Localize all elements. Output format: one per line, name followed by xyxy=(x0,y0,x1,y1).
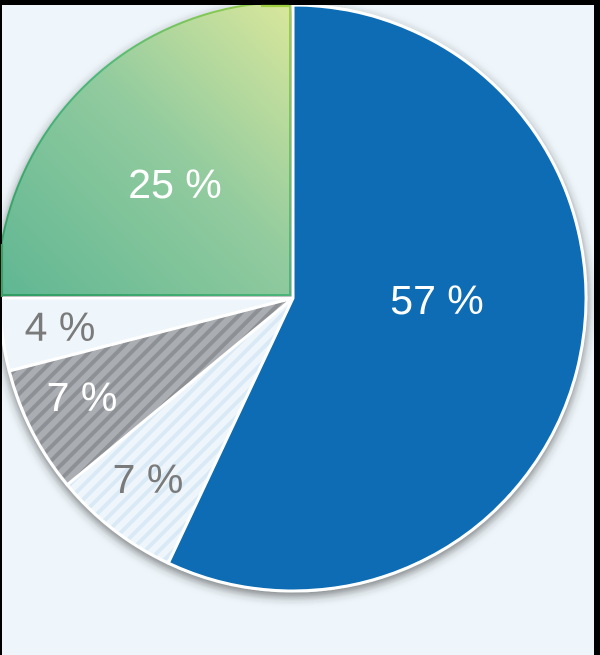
svg-text:4 %: 4 % xyxy=(25,304,96,350)
svg-text:57 %: 57 % xyxy=(390,277,483,323)
svg-text:7 %: 7 % xyxy=(47,374,118,420)
svg-text:7 %: 7 % xyxy=(113,456,184,502)
svg-text:25 %: 25 % xyxy=(128,161,221,207)
